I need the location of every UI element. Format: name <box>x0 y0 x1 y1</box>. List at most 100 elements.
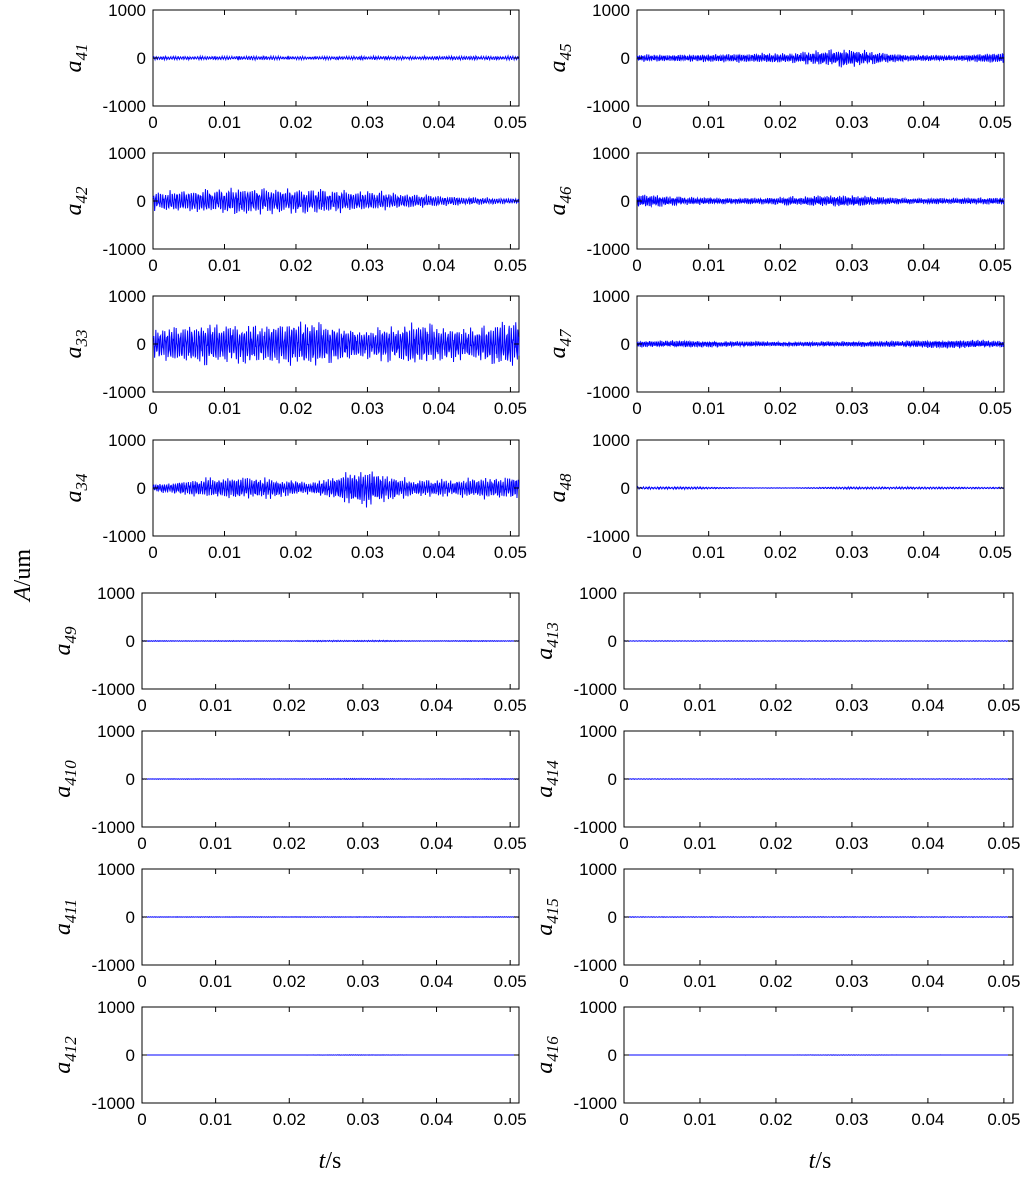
panel-y-label-base: a <box>532 1062 558 1074</box>
y-tick-label: 1000 <box>579 860 617 879</box>
panel-y-label-sub: 34 <box>72 473 91 492</box>
x-tick-label: 0.02 <box>279 543 312 562</box>
x-tick-label: 0.02 <box>764 113 797 132</box>
x-tick-label: 0.03 <box>346 696 379 715</box>
x-tick-label: 0.03 <box>351 399 384 418</box>
x-tick-label: 0.02 <box>759 834 792 853</box>
x-tick-label: 0.03 <box>346 972 379 991</box>
x-tick-label: 0.04 <box>422 256 455 275</box>
x-tick-label: 0.04 <box>907 113 940 132</box>
x-tick-label: 0 <box>619 834 628 853</box>
y-tick-label: 0 <box>126 908 135 927</box>
panel-y-label-sub: 42 <box>72 186 91 204</box>
x-tick-label: 0.04 <box>422 399 455 418</box>
panel-y-label: a416 <box>532 1036 562 1074</box>
x-tick-label: 0.01 <box>683 696 716 715</box>
x-tick-label: 0.03 <box>835 972 868 991</box>
y-tick-label: -1000 <box>587 97 630 116</box>
x-tick-label: 0.05 <box>979 113 1012 132</box>
panel-y-label-sub: 411 <box>61 899 80 923</box>
x-tick-label: 0.01 <box>208 113 241 132</box>
x-tick-label: 0.02 <box>273 1110 306 1129</box>
y-tick-label: 1000 <box>108 1 146 20</box>
y-tick-label: 1000 <box>592 431 630 450</box>
x-tick-label: 0 <box>619 1110 628 1129</box>
y-tick-label: -1000 <box>574 680 617 699</box>
panel-y-label-base: a <box>50 786 76 798</box>
x-tick-label: 0.02 <box>764 256 797 275</box>
x-tick-label: 0.03 <box>351 113 384 132</box>
panel-y-label-sub: 49 <box>61 626 80 644</box>
shared-x-axis-label-right: t/s <box>809 1148 832 1174</box>
x-tick-label: 0.05 <box>494 113 527 132</box>
panel-y-label: a415 <box>532 898 562 936</box>
x-tick-label: 0.04 <box>911 834 944 853</box>
x-tick-label: 0.02 <box>273 972 306 991</box>
signal-trace <box>636 194 1005 208</box>
x-tick-label: 0.05 <box>494 399 527 418</box>
y-tick-label: -1000 <box>92 680 135 699</box>
y-tick-label: -1000 <box>587 383 630 402</box>
x-tick-label: 0.05 <box>494 1110 527 1129</box>
panel-y-label: a410 <box>50 760 80 798</box>
y-tick-label: -1000 <box>587 240 630 259</box>
x-tick-label: 0.04 <box>911 696 944 715</box>
y-tick-label: 1000 <box>97 860 135 879</box>
panel-y-label-base: a <box>50 923 76 935</box>
x-tick-label: 0.04 <box>911 1110 944 1129</box>
signal-trace <box>623 916 1014 918</box>
x-tick-label: 0.02 <box>279 113 312 132</box>
y-tick-label: 1000 <box>97 722 135 741</box>
x-tick-label: 0.01 <box>199 696 232 715</box>
x-tick-label: 0.04 <box>420 972 453 991</box>
signal-trace <box>152 54 520 62</box>
panel-y-label-base: a <box>50 1062 76 1074</box>
y-tick-label: 0 <box>608 632 617 651</box>
shared-x-axis-label-left-main: t <box>319 1148 327 1174</box>
signal-trace <box>152 471 520 508</box>
y-tick-label: -1000 <box>103 240 146 259</box>
x-tick-label: 0.01 <box>199 972 232 991</box>
panel-y-label-base: a <box>61 204 87 216</box>
x-tick-label: 0.02 <box>764 543 797 562</box>
x-tick-label: 0.05 <box>979 256 1012 275</box>
signal-trace <box>623 640 1014 642</box>
x-tick-label: 0 <box>137 1110 146 1129</box>
y-tick-label: 1000 <box>108 431 146 450</box>
y-tick-label: 0 <box>137 49 146 68</box>
panel-y-label-base: a <box>61 491 87 503</box>
x-tick-label: 0.03 <box>835 113 868 132</box>
x-tick-label: 0 <box>632 399 641 418</box>
x-tick-label: 0.01 <box>692 543 725 562</box>
x-tick-label: 0.03 <box>835 543 868 562</box>
panel-y-label-base: a <box>545 61 571 73</box>
x-tick-label: 0.02 <box>764 399 797 418</box>
y-tick-label: 1000 <box>579 722 617 741</box>
x-tick-label: 0.05 <box>494 834 527 853</box>
y-tick-label: 0 <box>608 908 617 927</box>
panel-y-label-sub: 45 <box>556 44 575 61</box>
shared-y-axis-label: A/um <box>10 549 36 603</box>
x-tick-label: 0 <box>137 696 146 715</box>
x-tick-label: 0.04 <box>907 543 940 562</box>
x-tick-label: 0.02 <box>279 399 312 418</box>
x-tick-label: 0.05 <box>987 834 1020 853</box>
y-tick-label: -1000 <box>574 818 617 837</box>
y-tick-label: 1000 <box>579 584 617 603</box>
y-tick-label: 1000 <box>592 1 630 20</box>
signal-trace <box>141 916 520 918</box>
y-tick-label: 0 <box>621 192 630 211</box>
x-tick-label: 0.03 <box>351 543 384 562</box>
panel-y-label-sub: 33 <box>72 330 91 348</box>
x-tick-label: 0.01 <box>208 256 241 275</box>
x-tick-label: 0.02 <box>273 696 306 715</box>
